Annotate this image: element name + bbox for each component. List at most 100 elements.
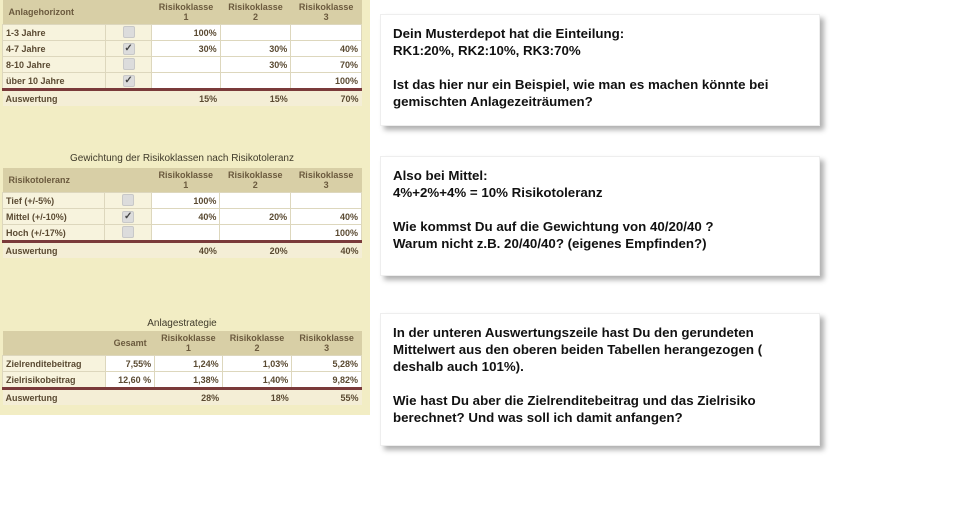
table-row: Zielrisikobeitrag 12,60 % 1,38% 1,40% 9,82% — [2, 371, 362, 389]
value-cell: 30% — [219, 40, 292, 57]
comment-paragraph: Wie hast Du aber die Zielrenditebeitrag … — [393, 393, 756, 425]
table-row: 4-7 Jahre ✓ 30% 30% 40% — [2, 40, 362, 57]
anlagehorizont-table: Anlagehorizont Risikoklasse 1 Risikoklasse 2… — [2, 0, 362, 106]
comment-box-1: Dein Musterdepot hat die Einteilung: RK1… — [380, 14, 820, 126]
value-cell: 40% — [290, 40, 362, 57]
comment-paragraph: Ist das hier nur ein Beispiel, wie man e… — [393, 77, 769, 109]
summary-row: Auswertung 40% 20% 40% — [2, 240, 362, 258]
checkbox-cell — [104, 192, 153, 209]
anlagestrategie-table: Gesamt Risikoklasse 1 Risikoklasse 2 Risikokl… — [2, 331, 362, 405]
comment-paragraph: Also bei Mittel: 4%+2%+4% = 10% Risikoto… — [393, 168, 603, 200]
column-header: Risikoklasse 3 — [290, 168, 362, 193]
summary-label: Auswertung — [2, 88, 106, 106]
total-cell: 12,60 % — [104, 371, 156, 389]
summary-empty — [105, 387, 155, 405]
checkbox-cell — [104, 56, 153, 73]
value-cell — [151, 224, 221, 242]
column-header: Risikoklasse 1 — [154, 331, 223, 356]
table-row: 1-3 Jahre 100% — [2, 24, 362, 41]
header-row: Anlagehorizont Risikoklasse 1 Risikoklasse 2… — [2, 0, 362, 25]
column-header: Gesamt — [105, 331, 155, 356]
checkbox-unchecked[interactable] — [122, 25, 135, 38]
summary-empty — [105, 88, 152, 106]
column-header: Risikoklasse 3 — [290, 0, 362, 25]
table-row: Mittel (+/-10%) ✓ 40% 20% 40% — [1, 208, 362, 225]
value-cell — [290, 192, 362, 209]
column-header: Risikoklasse 2 — [222, 331, 292, 356]
column-header: Risikoklasse 3 — [291, 331, 362, 356]
value-cell — [151, 56, 221, 73]
summary-value: 55% — [291, 387, 362, 405]
column-header: Risikotoleranz — [2, 168, 105, 193]
column-header: Risikoklasse 1 — [151, 0, 221, 25]
value-cell — [290, 24, 362, 41]
comment-box-2: Also bei Mittel: 4%+2%+4% = 10% Risikoto… — [380, 156, 820, 276]
strategy-table-title: Anlagestrategie — [147, 318, 217, 329]
value-cell — [219, 224, 292, 242]
value-cell: 1,40% — [221, 371, 293, 389]
comment-paragraph: Wie kommst Du auf die Gewichtung von 40/… — [393, 219, 714, 251]
column-header — [105, 0, 152, 25]
summary-empty — [104, 240, 152, 258]
risikotoleranz-table: Risikotoleranz Risikoklasse 1 Risikoklasse 2… — [1, 168, 362, 258]
checkbox-cell: ✓ — [104, 40, 153, 57]
value-cell: 30% — [219, 56, 292, 73]
value-cell: 5,28% — [291, 355, 362, 372]
summary-value: 18% — [222, 387, 292, 405]
checkbox-cell — [104, 24, 153, 41]
value-cell: 1,03% — [221, 355, 293, 372]
value-cell: 30% — [151, 40, 221, 57]
summary-value: 15% — [151, 88, 221, 106]
column-header: Anlagehorizont — [2, 0, 106, 25]
table-row: Hoch (+/-17%) 100% — [1, 224, 362, 242]
comment-box-3: In der unteren Auswertungszeile hast Du … — [380, 313, 820, 446]
value-cell: 20% — [219, 208, 292, 225]
checkbox-checked[interactable]: ✓ — [122, 42, 135, 55]
row-label: über 10 Jahre — [2, 72, 106, 90]
value-cell: 100% — [151, 192, 221, 209]
row-label: Zielrisikobeitrag — [2, 371, 106, 389]
value-cell — [219, 24, 292, 41]
value-cell: 40% — [151, 208, 221, 225]
table-row: Tief (+/-5%) 100% — [1, 192, 362, 209]
column-header — [2, 331, 106, 356]
summary-value: 28% — [154, 387, 223, 405]
spreadsheet-panel: Anlagehorizont Risikoklasse 1 Risikoklasse 2… — [0, 0, 370, 415]
summary-value: 15% — [220, 88, 291, 106]
row-label: Zielrenditebeitrag — [2, 355, 106, 372]
summary-value: 40% — [151, 240, 220, 258]
value-cell — [151, 72, 221, 90]
row-label: Mittel (+/-10%) — [1, 208, 106, 225]
table-row: 8-10 Jahre 30% 70% — [2, 56, 362, 73]
checkbox-checked[interactable]: ✓ — [122, 210, 135, 223]
row-label: 4-7 Jahre — [2, 40, 106, 57]
value-cell: 1,38% — [154, 371, 223, 389]
table-row: über 10 Jahre ✓ 100% — [2, 72, 362, 90]
value-cell: 100% — [290, 72, 362, 90]
checkbox-checked[interactable]: ✓ — [122, 74, 135, 87]
summary-label: Auswertung — [2, 240, 105, 258]
table-row: Zielrenditebeitrag 7,55% 1,24% 1,03% 5,28% — [2, 355, 362, 372]
tolerance-table-title: Gewichtung der Risikoklassen nach Risiko… — [70, 153, 294, 164]
checkbox-cell — [104, 224, 153, 242]
value-cell: 100% — [151, 24, 221, 41]
column-header: Risikoklasse 2 — [220, 0, 291, 25]
checkbox-unchecked[interactable] — [122, 57, 135, 70]
checkbox-cell: ✓ — [104, 72, 153, 90]
row-label: Tief (+/-5%) — [1, 192, 106, 209]
column-header — [104, 168, 152, 193]
value-cell: 40% — [290, 208, 362, 225]
total-cell: 7,55% — [104, 355, 156, 372]
header-row: Gesamt Risikoklasse 1 Risikoklasse 2 Risikokl… — [2, 331, 362, 356]
checkbox-cell: ✓ — [104, 208, 153, 225]
row-label: Hoch (+/-17%) — [1, 224, 106, 242]
summary-value: 40% — [290, 240, 362, 258]
value-cell: 100% — [290, 224, 362, 242]
checkbox-unchecked[interactable] — [122, 193, 135, 206]
column-header: Risikoklasse 2 — [219, 168, 291, 193]
value-cell — [219, 192, 292, 209]
row-label: 8-10 Jahre — [2, 56, 106, 73]
summary-row: Auswertung 15% 15% 70% — [2, 88, 362, 106]
checkbox-unchecked[interactable] — [122, 225, 135, 238]
value-cell: 1,24% — [154, 355, 223, 372]
